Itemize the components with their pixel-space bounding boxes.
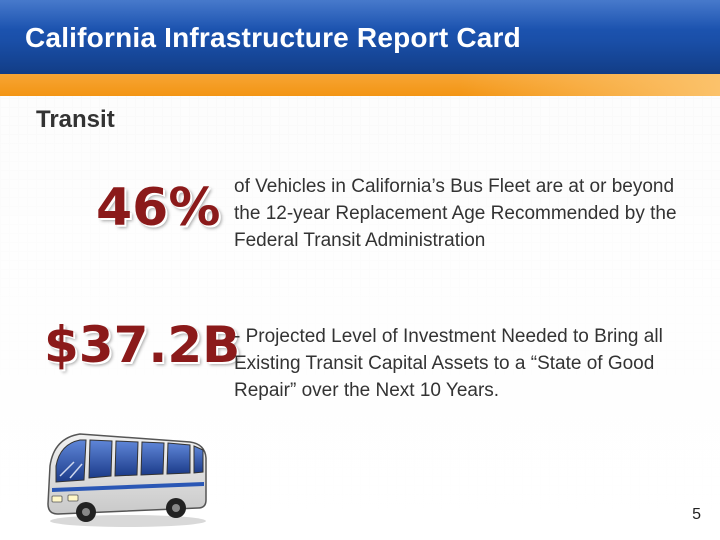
stat-description-investment: - Projected Level of Investment Needed t…	[234, 326, 663, 401]
title-bar-gloss	[0, 0, 720, 30]
bus-icon	[47, 433, 207, 527]
stat-description-fleet-age: of Vehicles in California’s Bus Fleet ar…	[234, 176, 677, 251]
section-heading: Transit	[36, 106, 115, 133]
page-number: 5	[692, 506, 701, 523]
accent-bar-highlight	[460, 74, 720, 96]
stat-value-investment: $37.2B	[44, 316, 241, 374]
stat-value-fleet-age: 46%	[96, 178, 221, 238]
slide-title: California Infrastructure Report Card	[25, 22, 521, 53]
title-bar: California Infrastructure Report Card	[0, 0, 720, 74]
accent-bar	[0, 74, 720, 96]
